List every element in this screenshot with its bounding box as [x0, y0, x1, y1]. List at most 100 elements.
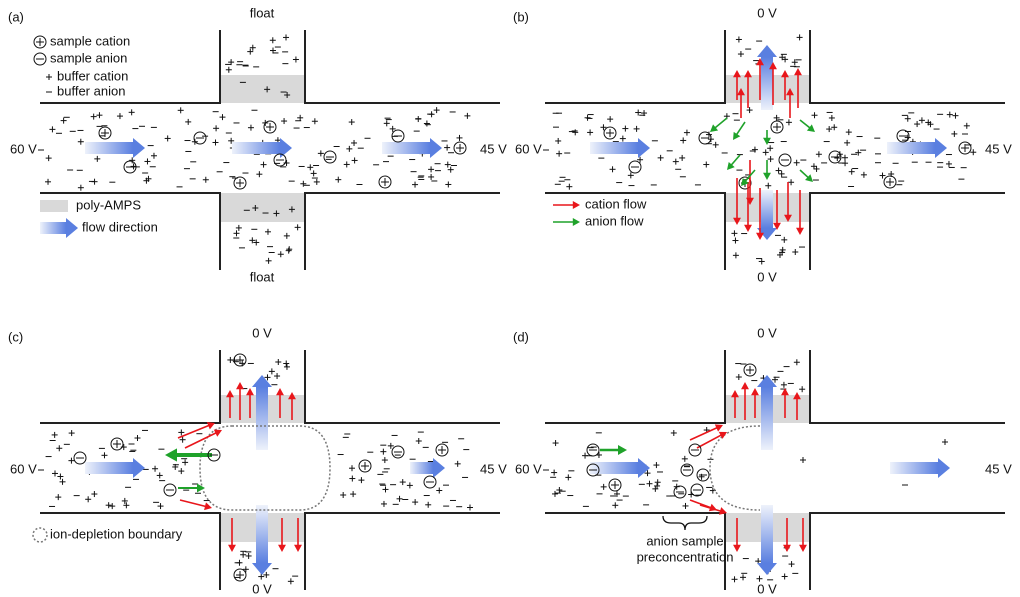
buffer-cation — [844, 140, 850, 146]
buffer-cation — [382, 457, 388, 463]
buffer-cation — [713, 142, 719, 148]
buffer-cation — [942, 439, 948, 445]
left-voltage: 60 V — [10, 461, 37, 476]
flow-arrow — [887, 138, 947, 158]
buffer-cation — [789, 561, 795, 567]
arrow-head — [204, 502, 212, 510]
buffer-cation — [947, 112, 953, 118]
buffer-cation — [261, 162, 267, 168]
panel-label: (d) — [513, 329, 529, 344]
brace — [663, 516, 707, 530]
flow-head — [252, 563, 272, 575]
buffer-cation — [350, 491, 356, 497]
flow-head — [430, 138, 442, 158]
flow-body — [85, 462, 133, 474]
buffer-cation — [425, 502, 431, 508]
flow-head — [638, 138, 650, 158]
buffer-cation — [300, 181, 306, 187]
left-voltage: 60 V — [515, 141, 542, 156]
flow-head — [433, 458, 445, 478]
buffer-cation — [236, 560, 242, 566]
buffer-cation — [964, 123, 970, 129]
buffer-cation — [219, 114, 225, 120]
flow-head — [757, 45, 777, 57]
buffer-cation — [158, 503, 164, 509]
buffer-cation — [607, 116, 613, 122]
buffer-cation — [106, 502, 112, 508]
buffer-cation — [786, 119, 792, 125]
sample-anion — [829, 151, 841, 163]
flow-body — [85, 142, 133, 154]
left-voltage: 60 V — [10, 141, 37, 156]
sample-cation — [264, 121, 276, 133]
flow-body — [590, 142, 638, 154]
sample-anion — [587, 444, 599, 456]
buffer-cation — [46, 155, 52, 161]
buffer-cation — [270, 37, 276, 43]
buffer-cation — [266, 258, 272, 264]
buffer-cation — [349, 465, 355, 471]
buffer-cation — [556, 151, 562, 157]
panel-label: (a) — [8, 9, 24, 24]
buffer-cation — [684, 130, 690, 136]
sample-anion — [689, 444, 701, 456]
sample-anion — [691, 484, 703, 496]
anion-arrow — [800, 120, 815, 132]
buffer-cation — [467, 505, 473, 511]
sample-cation — [744, 364, 756, 376]
anion-arrow — [600, 445, 627, 455]
panel: (a)floatfloat60 V45 Vsample cationsample… — [8, 5, 507, 284]
buffer-cation — [397, 496, 403, 502]
buffer-cation — [185, 119, 191, 125]
buffer-cation — [788, 179, 794, 185]
buffer-cation — [295, 224, 301, 230]
anion-arrow — [763, 160, 771, 180]
buffer-cation — [286, 246, 292, 252]
buffer-cation — [565, 474, 571, 480]
buffer-cation — [412, 182, 418, 188]
buffer-cation — [768, 156, 774, 162]
flow-body — [761, 190, 773, 228]
legend-text: sample cation — [50, 33, 130, 48]
arrow-shaft — [800, 170, 809, 178]
buffer-cation — [351, 140, 357, 146]
legend-text: sample anion — [50, 50, 127, 65]
buffer-cation — [352, 157, 358, 163]
buffer-cation — [424, 120, 430, 126]
legend-boundary — [33, 528, 47, 542]
buffer-cation — [905, 116, 911, 122]
buffer-cation — [46, 74, 52, 80]
buffer-cation — [165, 135, 171, 141]
buffer-cation — [767, 145, 773, 151]
buffer-cation — [358, 477, 364, 483]
buffer-cation — [464, 113, 470, 119]
buffer-cation — [78, 139, 84, 145]
top-voltage: 0 V — [757, 325, 777, 340]
buffer-cation — [814, 166, 820, 172]
arrow-head — [294, 545, 302, 552]
arrow-head — [794, 68, 802, 75]
buffer-cation — [582, 453, 588, 459]
sample-anion — [74, 452, 86, 464]
buffer-cation — [572, 129, 578, 135]
panel: (b)0 V0 V60 V45 Vcation flowanion flow — [513, 5, 1012, 284]
arrow-shaft — [690, 427, 718, 440]
flow-body — [256, 387, 268, 450]
buffer-cation — [671, 430, 677, 436]
buffer-cation — [622, 126, 628, 132]
buffer-cation — [349, 476, 355, 482]
arrow-head — [236, 382, 244, 389]
legend-text: flow direction — [82, 219, 158, 234]
sample-anion — [697, 469, 709, 481]
flow-body — [382, 142, 430, 154]
sample-anion — [164, 484, 176, 496]
flow-arrow — [890, 458, 950, 478]
top-voltage: 0 V — [252, 325, 272, 340]
buffer-cation — [283, 360, 289, 366]
buffer-cation — [628, 172, 634, 178]
buffer-cation — [286, 248, 292, 254]
right-voltage: 45 V — [985, 141, 1012, 156]
arrow-head — [278, 545, 286, 552]
sample-cation — [34, 36, 46, 48]
buffer-cation — [736, 36, 742, 42]
